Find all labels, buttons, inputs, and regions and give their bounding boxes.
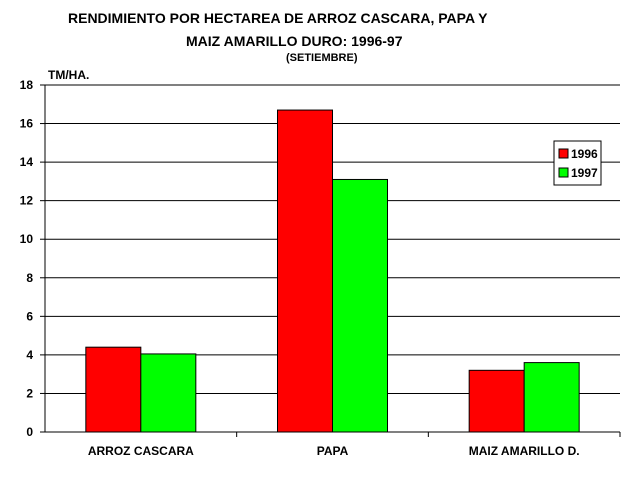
x-tick-label: PAPA [317, 444, 349, 458]
y-tick-label: 0 [26, 425, 33, 439]
x-axis-ticks: ARROZ CASCARA PAPA MAIZ AMARILLO D. [88, 432, 621, 458]
legend-box [553, 140, 602, 186]
y-axis-label: TM/HA. [48, 68, 89, 82]
y-tick-label: 6 [26, 309, 33, 323]
bar-1996-1 [277, 109, 333, 433]
y-tick-label: 14 [20, 155, 34, 169]
chart-subtitle: (SETIEMBRE) [286, 52, 358, 64]
y-tick-label: 12 [20, 194, 34, 208]
legend-label-1996: 1996 [571, 147, 598, 161]
y-tick-label: 10 [20, 232, 34, 246]
legend-label-1997: 1997 [571, 166, 598, 180]
x-tick-label: ARROZ CASCARA [88, 444, 194, 458]
legend-swatch-1996 [558, 148, 569, 159]
y-tick-label: 16 [20, 117, 34, 131]
legend: 1996 1997 [553, 140, 602, 186]
legend-swatch-1997 [558, 167, 569, 178]
x-tick-label: MAIZ AMARILLO D. [469, 444, 580, 458]
y-tick-label: 18 [20, 78, 34, 92]
chart-title-line2: MAIZ AMARILLO DURO: 1996-97 [186, 33, 403, 49]
y-tick-label: 8 [26, 271, 33, 285]
bar-1996-2 [468, 369, 525, 433]
chart-title-line1: RENDIMIENTO POR HECTAREA DE ARROZ CASCAR… [68, 10, 488, 26]
y-axis-ticks: 0 2 4 6 8 10 12 14 16 18 [20, 78, 45, 439]
y-tick-label: 4 [26, 348, 33, 362]
y-tick-label: 2 [26, 386, 33, 400]
bar-1996-0 [85, 346, 142, 433]
bar-1997-2 [523, 362, 580, 433]
axes [44, 85, 620, 433]
bars [85, 109, 580, 433]
bar-1997-1 [332, 178, 388, 433]
bar-1997-0 [140, 353, 197, 433]
